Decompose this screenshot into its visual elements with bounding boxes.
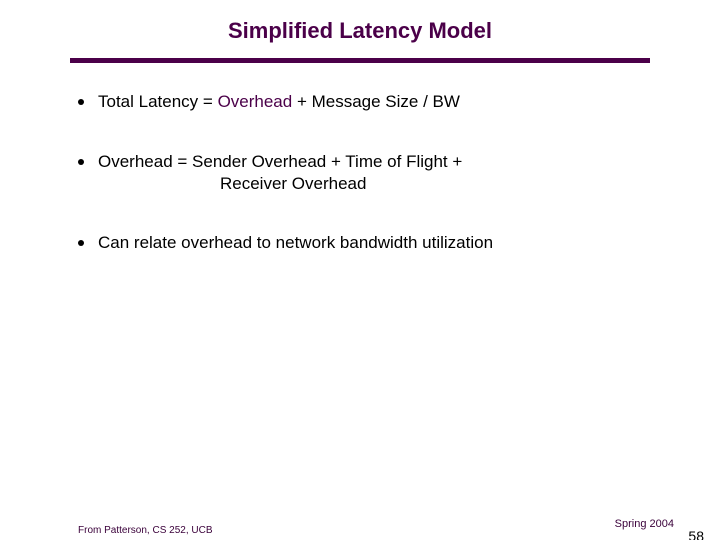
bullet-2: Overhead = Sender Overhead + Time of Fli… (78, 151, 642, 195)
title-rule (70, 58, 650, 63)
bullet-1-text: Total Latency = Overhead + Message Size … (98, 91, 642, 113)
bullet-2-line1: Overhead = Sender Overhead + Time of Fli… (98, 151, 642, 173)
bullet-1-emph: Overhead (218, 92, 293, 111)
bullet-1-post: + Message Size / BW (292, 92, 460, 111)
bullet-3-text: Can relate overhead to network bandwidth… (98, 232, 642, 254)
bullet-1: Total Latency = Overhead + Message Size … (78, 91, 642, 113)
footer-attribution: From Patterson, CS 252, UCB (78, 525, 213, 536)
slide-content: Total Latency = Overhead + Message Size … (78, 91, 642, 254)
bullet-dot-icon (78, 99, 84, 105)
footer-term: Spring 2004 (615, 518, 674, 530)
bullet-3: Can relate overhead to network bandwidth… (78, 232, 642, 254)
bullet-2-text: Overhead = Sender Overhead + Time of Fli… (98, 151, 642, 195)
bullet-2-line2: Receiver Overhead (98, 173, 642, 195)
slide-title: Simplified Latency Model (0, 18, 720, 44)
bullet-dot-icon (78, 240, 84, 246)
bullet-1-pre: Total Latency = (98, 92, 218, 111)
bullet-dot-icon (78, 159, 84, 165)
page-number: 58 (688, 528, 704, 540)
